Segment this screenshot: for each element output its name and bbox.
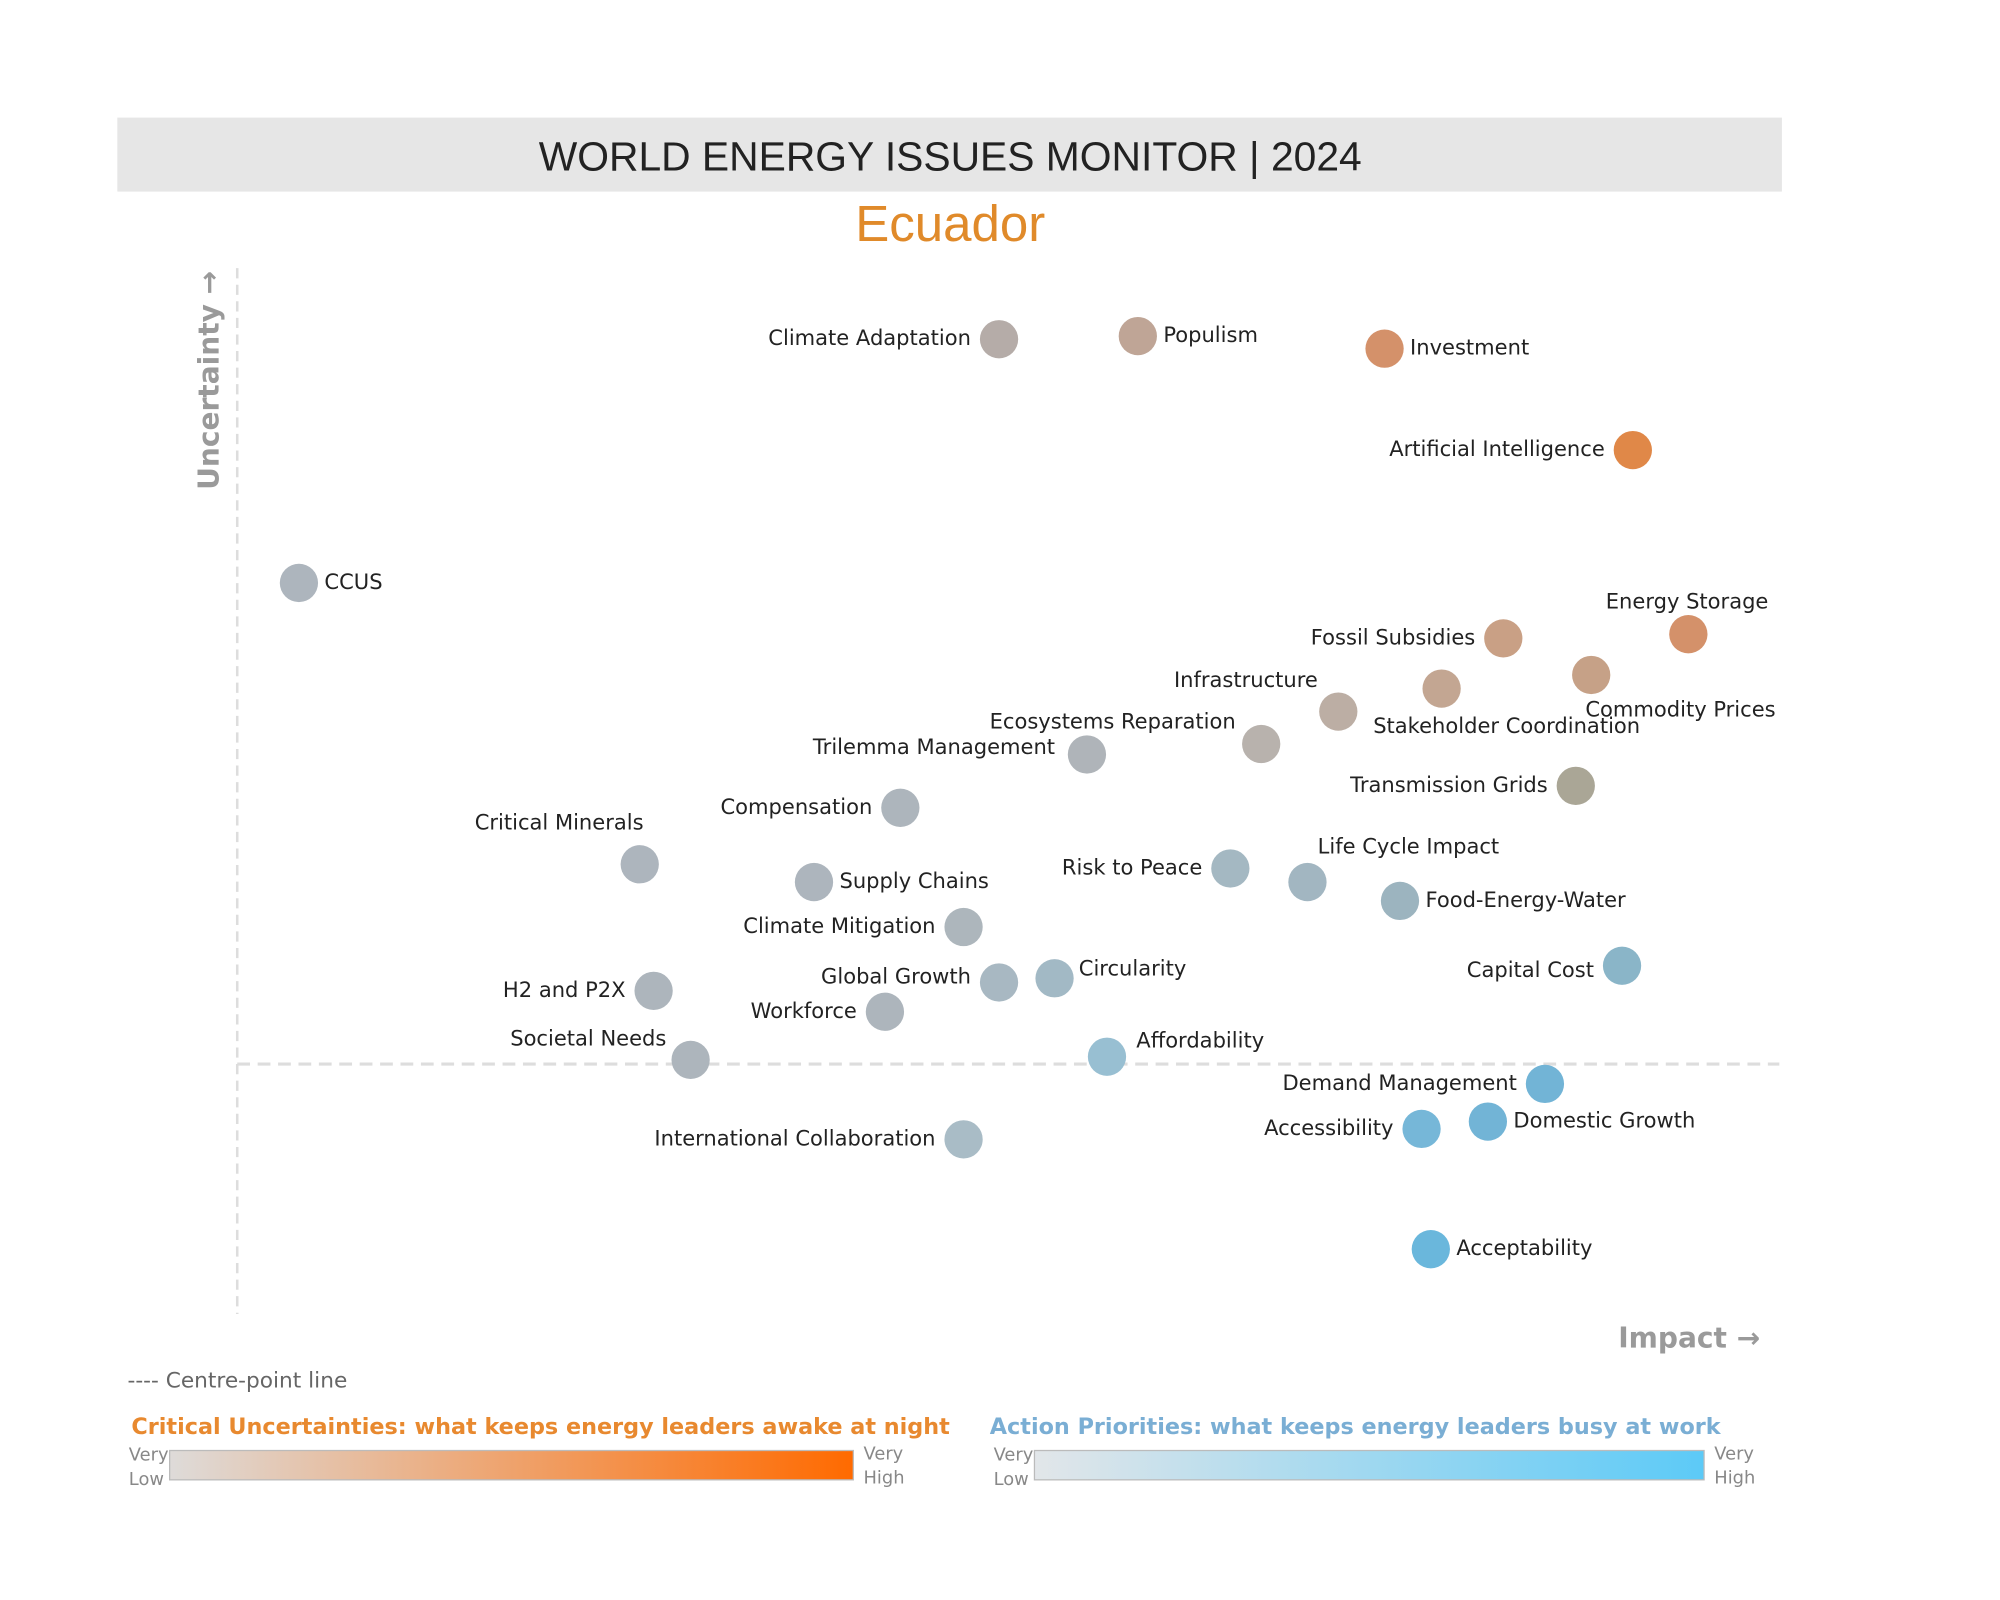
point-label: CCUS: [324, 569, 382, 594]
chart-subtitle: Ecuador: [855, 195, 1045, 252]
point: [944, 907, 983, 947]
point-label: Affordability: [1136, 1027, 1264, 1052]
point: [1525, 1064, 1565, 1104]
point-label: Artificial Intelligence: [1389, 436, 1605, 461]
scale-high-label: High: [864, 1468, 905, 1489]
point: [1422, 669, 1461, 708]
point: [1087, 1037, 1127, 1076]
point-label: Energy Storage: [1606, 588, 1769, 613]
point-label: Compensation: [720, 794, 872, 819]
point-label: Supply Chains: [839, 868, 988, 893]
point: [1411, 1230, 1450, 1269]
scale-low-label: Low: [129, 1469, 164, 1490]
point: [1669, 615, 1708, 654]
point-label: Fossil Subsidies: [1311, 624, 1475, 649]
point: [1380, 881, 1420, 921]
point-label: Accessibility: [1264, 1115, 1393, 1140]
point-label: Societal Needs: [510, 1025, 666, 1050]
point-label: Populism: [1163, 322, 1258, 347]
point-label: Stakeholder Coordination: [1373, 713, 1640, 738]
point-label: Climate Mitigation: [743, 913, 935, 938]
point: [1613, 430, 1652, 470]
point: [1242, 724, 1281, 764]
scale-low-label: Very: [129, 1445, 169, 1466]
point-label: Domestic Growth: [1513, 1108, 1695, 1133]
point-label: Life Cycle Impact: [1318, 834, 1500, 859]
point-label: Acceptability: [1456, 1235, 1592, 1260]
point: [1468, 1102, 1508, 1141]
point: [279, 563, 319, 603]
point-label: Circularity: [1079, 955, 1187, 980]
point-label: Food-Energy-Water: [1425, 887, 1626, 912]
point: [1365, 329, 1404, 368]
y-axis-label: Uncertainty →: [192, 271, 225, 490]
point: [979, 963, 1019, 1002]
scale-high-label: Very: [1714, 1443, 1754, 1464]
point-label: Infrastructure: [1174, 667, 1318, 692]
centre-line-legend: ---- Centre-point line: [128, 1369, 348, 1394]
point: [1067, 735, 1107, 774]
scale-bar: [169, 1449, 854, 1481]
point: [1484, 619, 1523, 658]
point: [671, 1040, 710, 1080]
point: [1035, 959, 1074, 998]
point: [1288, 862, 1327, 902]
point-label: Climate Adaptation: [768, 325, 971, 350]
scale-title: Critical Uncertainties: what keeps energ…: [131, 1414, 950, 1440]
point: [865, 992, 905, 1031]
point: [1118, 316, 1157, 356]
scale-low-label: Very: [994, 1445, 1034, 1466]
point-label: Risk to Peace: [1062, 854, 1202, 879]
point-label: H2 and P2X: [503, 977, 626, 1002]
point: [1319, 692, 1358, 731]
header-band: [117, 117, 1782, 192]
point-label: International Collaboration: [654, 1125, 935, 1150]
point: [1572, 655, 1611, 695]
x-axis-label: Impact →: [1618, 1322, 1760, 1355]
scale-title: Action Priorities: what keeps energy lea…: [990, 1414, 1722, 1440]
point-label: Trilemma Management: [812, 734, 1055, 759]
point: [1556, 766, 1595, 805]
scale-bar: [1033, 1449, 1705, 1481]
point-label: Commodity Prices: [1585, 697, 1775, 722]
point: [794, 862, 834, 902]
point-label: Demand Management: [1282, 1070, 1516, 1095]
point-label: Critical Minerals: [475, 809, 644, 834]
point-label: Ecosystems Reparation: [990, 708, 1236, 733]
point-label: Capital Cost: [1467, 957, 1594, 982]
point-label: Global Growth: [821, 963, 971, 988]
point: [944, 1120, 983, 1159]
point-label: Transmission Grids: [1349, 772, 1548, 797]
point: [979, 320, 1019, 359]
chart-title: WORLD ENERGY ISSUES MONITOR | 2024: [539, 133, 1362, 179]
point: [881, 788, 920, 827]
point-label: Investment: [1410, 335, 1529, 360]
point-label: Workforce: [751, 998, 857, 1023]
scale-high-label: High: [1714, 1468, 1755, 1489]
point: [620, 845, 659, 884]
point: [1402, 1109, 1441, 1149]
point: [634, 971, 673, 1010]
scale-high-label: Very: [864, 1443, 904, 1464]
point: [1211, 849, 1250, 888]
scale-low-label: Low: [994, 1469, 1029, 1490]
point: [1602, 946, 1642, 985]
